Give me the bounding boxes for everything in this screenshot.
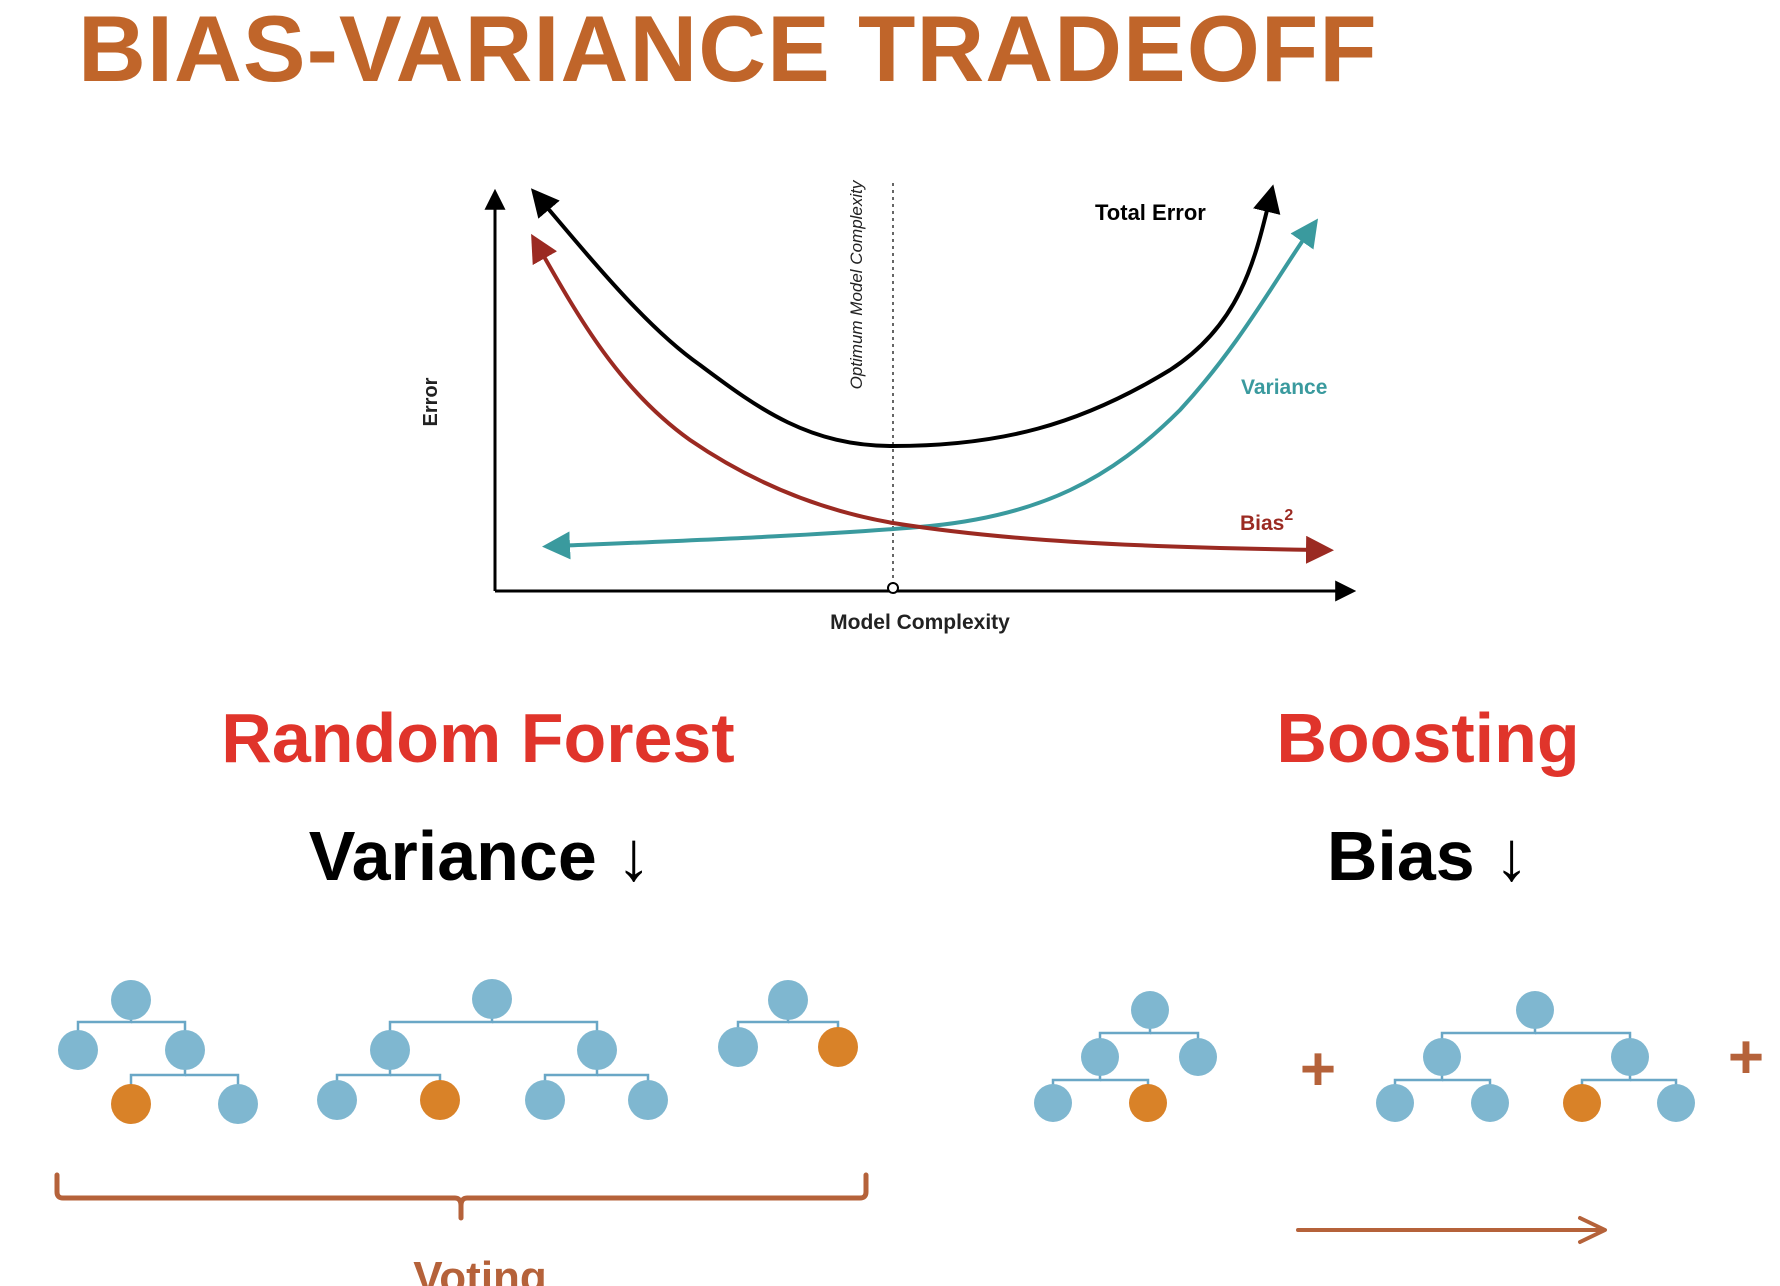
variance-curve [542, 218, 1319, 560]
tree-leaf-orange [818, 1027, 858, 1067]
plus-sign-1: + [1300, 1035, 1336, 1104]
tree-node [1034, 1084, 1072, 1122]
tree-node [1376, 1084, 1414, 1122]
boosting-effect: Bias ↓ [1327, 817, 1529, 895]
x-axis-label: Model Complexity [830, 611, 1010, 634]
voting-bracket [54, 1172, 869, 1221]
bias-curve [531, 233, 1334, 564]
boost-tree-2 [1376, 991, 1695, 1122]
bias-label-text: Bias [1240, 512, 1284, 535]
bias-variance-chart: Error Model Complexity Optimum Model Com… [420, 179, 1357, 634]
plus-sign-2: + [1728, 1023, 1764, 1092]
tree-leaf-orange [1563, 1084, 1601, 1122]
page-title: BIAS-VARIANCE TRADEOFF [78, 0, 1378, 101]
tree-node [218, 1084, 258, 1124]
variance-label: Variance [1241, 376, 1327, 399]
total-error-curve [530, 184, 1281, 449]
bias-label: Bias2 [1240, 507, 1293, 535]
tree-node [1081, 1038, 1119, 1076]
tree-node [525, 1080, 565, 1120]
random-forest-heading: Random Forest [221, 699, 734, 777]
tree-node [1471, 1084, 1509, 1122]
tree-node [628, 1080, 668, 1120]
tree-node [1179, 1038, 1217, 1076]
tree-edges [1051, 1010, 1200, 1095]
tree-node [768, 980, 808, 1020]
tree-node [577, 1030, 617, 1070]
rf-tree-2 [317, 979, 668, 1120]
boosting-trees [1034, 991, 1695, 1122]
tree-node [317, 1080, 357, 1120]
tree-node [1423, 1038, 1461, 1076]
optimum-complexity-marker [887, 582, 899, 594]
bias-label-superscript: 2 [1284, 507, 1293, 524]
tree-leaf-orange [111, 1084, 151, 1124]
tree-node [1657, 1084, 1695, 1122]
rf-tree-3 [718, 980, 858, 1067]
tree-edges [76, 1000, 240, 1093]
tree-node [111, 980, 151, 1020]
tree-leaf-orange [420, 1080, 460, 1120]
random-forest-trees [58, 979, 858, 1124]
tree-node [472, 979, 512, 1019]
sequence-arrow [1296, 1216, 1607, 1244]
y-axis-label: Error [420, 377, 442, 426]
tree-leaf-orange [1129, 1084, 1167, 1122]
tree-node [370, 1030, 410, 1070]
random-forest-effect: Variance ↓ [309, 817, 651, 895]
tree-node [165, 1030, 205, 1070]
boost-tree-1 [1034, 991, 1217, 1122]
optimum-complexity-label: Optimum Model Complexity [847, 179, 866, 389]
tree-node [58, 1030, 98, 1070]
tree-node [1611, 1038, 1649, 1076]
tree-node [718, 1027, 758, 1067]
boosting-heading: Boosting [1276, 699, 1579, 777]
tree-node [1516, 991, 1554, 1029]
rf-tree-1 [58, 980, 258, 1124]
voting-label: Voting [413, 1253, 547, 1286]
total-error-label: Total Error [1095, 200, 1206, 225]
tree-node [1131, 991, 1169, 1029]
